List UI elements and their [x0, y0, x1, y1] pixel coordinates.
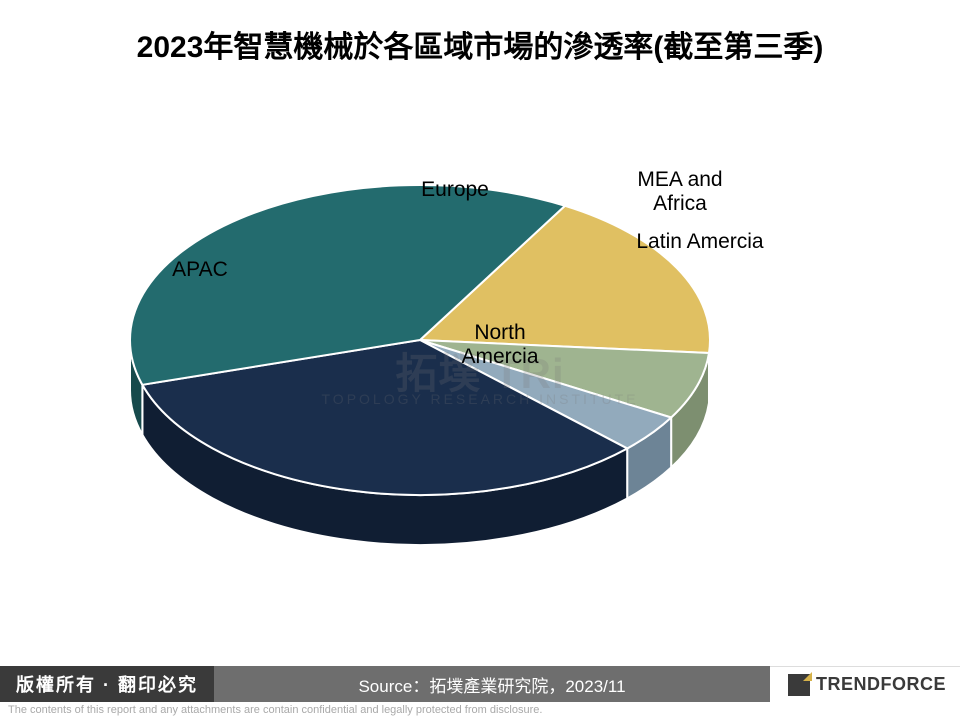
brand-text: TRENDFORCE: [816, 674, 946, 695]
brand-box: TRENDFORCE: [770, 666, 960, 702]
footer-bar: 版權所有 · 翻印必究 Source：拓墣產業研究院，2023/11 TREND…: [0, 666, 960, 702]
source-text: Source：拓墣產業研究院，2023/11: [214, 666, 770, 702]
footer: 版權所有 · 翻印必究 Source：拓墣產業研究院，2023/11 TREND…: [0, 666, 960, 720]
pie-chart: 拓墣 TRi TOPOLOGY RESEARCH INSTITUTE Europ…: [0, 120, 960, 640]
page-title: 2023年智慧機械於各區域市場的滲透率(截至第三季): [0, 22, 960, 66]
pie-label: Europe: [421, 178, 489, 202]
brand-icon: [788, 674, 810, 696]
pie-label: NorthAmercia: [461, 321, 538, 369]
pie-label: Latin Amercia: [636, 230, 763, 254]
pie-label: APAC: [172, 258, 228, 282]
copyright-box: 版權所有 · 翻印必究: [0, 666, 214, 702]
disclaimer-text: The contents of this report and any atta…: [0, 702, 960, 720]
pie-label: MEA andAfrica: [637, 168, 722, 216]
